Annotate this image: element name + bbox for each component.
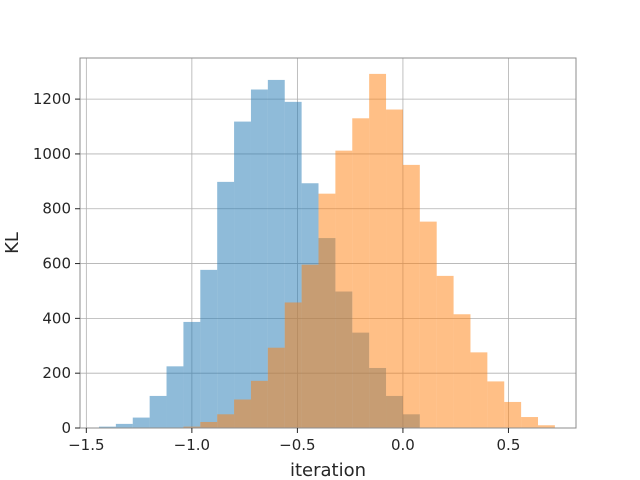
histogram-bar-series0-8 — [234, 121, 251, 429]
y-tick-label-5: 1000 — [33, 145, 71, 163]
histogram-bar-series0-5 — [183, 321, 201, 428]
histogram-bar-series1-21 — [538, 425, 555, 428]
histogram-bar-series1-16 — [453, 314, 471, 428]
histogram-bar-series1-0 — [183, 426, 201, 428]
y-tick-label-2: 400 — [42, 309, 71, 327]
x-tick-label-1: −1.0 — [174, 436, 210, 454]
ticks-layer: −1.5 −1.0 −0.5 0.0 0.5 0 200 400 600 800 1000 1200 — [33, 90, 521, 454]
y-tick-label-1: 200 — [42, 364, 71, 382]
histogram-bar-series1-12 — [386, 109, 403, 428]
x-axis-label: iteration — [290, 460, 366, 480]
histogram-bar-series1-10 — [352, 118, 370, 428]
histogram-bar-series1-17 — [470, 352, 488, 428]
histogram-bar-series1-18 — [487, 381, 505, 428]
histogram-bar-series1-2 — [217, 414, 235, 428]
histogram-bar-series1-6 — [284, 302, 302, 428]
histogram-bar-series1-7 — [301, 264, 319, 428]
x-tick-label-4: 0.5 — [497, 436, 521, 454]
y-tick-label-4: 800 — [42, 200, 71, 218]
histogram-bar-series1-5 — [267, 347, 285, 428]
histogram-bar-series1-1 — [200, 421, 218, 428]
histogram-bar-series0-2 — [132, 417, 150, 428]
histogram-bar-series1-9 — [335, 150, 353, 429]
x-tick-label-3: 0.0 — [391, 436, 415, 454]
y-tick-label-3: 600 — [42, 255, 71, 273]
histogram-bar-series0-4 — [166, 366, 184, 428]
x-tick-label-0: −1.5 — [68, 436, 104, 454]
histogram-bar-series1-19 — [504, 401, 522, 428]
histogram-bar-series1-20 — [521, 417, 539, 428]
histogram-bar-series0-3 — [149, 395, 167, 428]
histogram-bar-series1-3 — [234, 399, 251, 428]
histogram-bar-series0-9 — [250, 89, 268, 428]
histogram-bar-series1-11 — [369, 73, 387, 428]
histogram-bar-series1-8 — [318, 193, 336, 428]
histogram-bar-series0-6 — [200, 269, 218, 428]
bars-layer — [98, 73, 555, 429]
y-tick-label-0: 0 — [61, 419, 71, 437]
histogram-bar-series0-1 — [115, 423, 133, 428]
histogram-bar-series0-7 — [217, 181, 235, 428]
plot-frame — [79, 57, 577, 429]
y-axis-label: KL — [2, 232, 23, 254]
histogram-bar-series1-13 — [402, 164, 420, 428]
histogram-bar-series0-0 — [98, 426, 116, 428]
histogram-bar-series1-15 — [436, 275, 454, 428]
histogram-bar-series0-10 — [267, 79, 285, 428]
x-tick-label-2: −0.5 — [279, 436, 315, 454]
histogram-bar-series1-4 — [250, 380, 268, 428]
y-tick-label-6: 1200 — [33, 90, 71, 108]
histogram-bar-series1-14 — [419, 221, 437, 428]
